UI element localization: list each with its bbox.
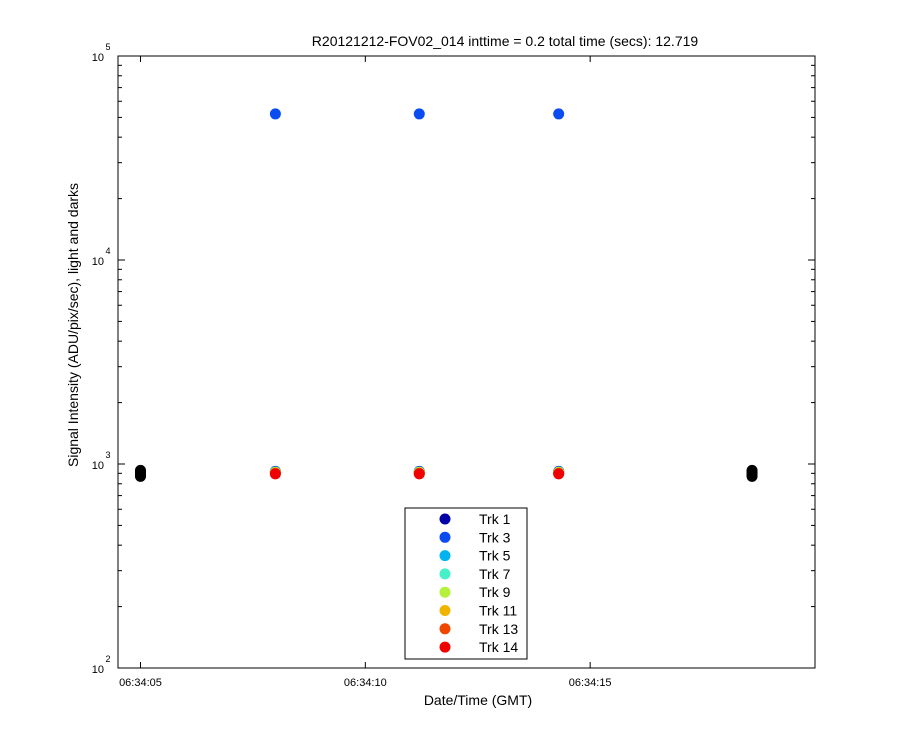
x-axis-label: Date/Time (GMT) xyxy=(424,692,532,708)
y-tick-exponent: 4 xyxy=(105,246,110,256)
data-points xyxy=(134,108,758,482)
legend-label: Trk 13 xyxy=(479,621,518,637)
y-tick-exponent: 3 xyxy=(105,450,110,460)
legend-box xyxy=(404,507,528,660)
legend: Trk 1 Trk 3 Trk 5 Trk 7 Trk 9 Trk 11 Trk 13 Trk… xyxy=(404,507,528,660)
point-trk-7 xyxy=(413,468,425,480)
point-trk-1 xyxy=(553,108,565,120)
y-tick-label: 10 xyxy=(92,664,104,676)
y-tick-base: 10 xyxy=(92,52,104,64)
dark-point xyxy=(746,464,758,476)
y-tick-base: 10 xyxy=(92,256,104,268)
legend-marker xyxy=(439,605,451,616)
chart-title: R20121212-FOV02_014 inttime = 0.2 total … xyxy=(312,33,699,49)
y-tick-label: 10 xyxy=(92,256,104,268)
point-trk-7 xyxy=(553,468,565,480)
legend-label: Trk 7 xyxy=(479,566,511,582)
legend-label: Trk 5 xyxy=(479,548,511,564)
legend-marker xyxy=(439,550,451,562)
legend-label: Trk 3 xyxy=(479,529,511,545)
x-tick-label: 06:34:05 xyxy=(119,677,162,689)
legend-label: Trk 1 xyxy=(479,511,511,527)
legend-marker xyxy=(439,568,451,580)
x-tick-label: 06:34:15 xyxy=(569,677,612,689)
dark-point xyxy=(134,464,146,476)
legend-marker xyxy=(439,623,451,635)
legend-label: Trk 9 xyxy=(479,584,511,600)
x-tick-label: 06:34:10 xyxy=(344,677,387,689)
legend-marker xyxy=(439,531,451,543)
y-tick-exponent: 2 xyxy=(105,654,110,664)
legend-marker xyxy=(439,513,451,525)
axis-ticks xyxy=(118,55,815,669)
legend-marker xyxy=(439,641,451,653)
point-trk-7 xyxy=(269,468,281,480)
point-trk-1 xyxy=(413,108,425,120)
y-tick-base: 10 xyxy=(92,460,104,472)
y-axis-label: Signal Intensity (ADU/pix/sec), light an… xyxy=(65,183,81,467)
legend-label: Trk 11 xyxy=(479,603,517,619)
y-tick-label: 10 xyxy=(92,460,104,472)
y-tick-exponent: 5 xyxy=(105,42,110,52)
legend-marker xyxy=(439,586,451,598)
point-trk-1 xyxy=(269,108,281,120)
y-tick-label: 10 xyxy=(92,52,104,64)
y-tick-base: 10 xyxy=(92,664,104,676)
legend-label: Trk 14 xyxy=(479,639,518,655)
